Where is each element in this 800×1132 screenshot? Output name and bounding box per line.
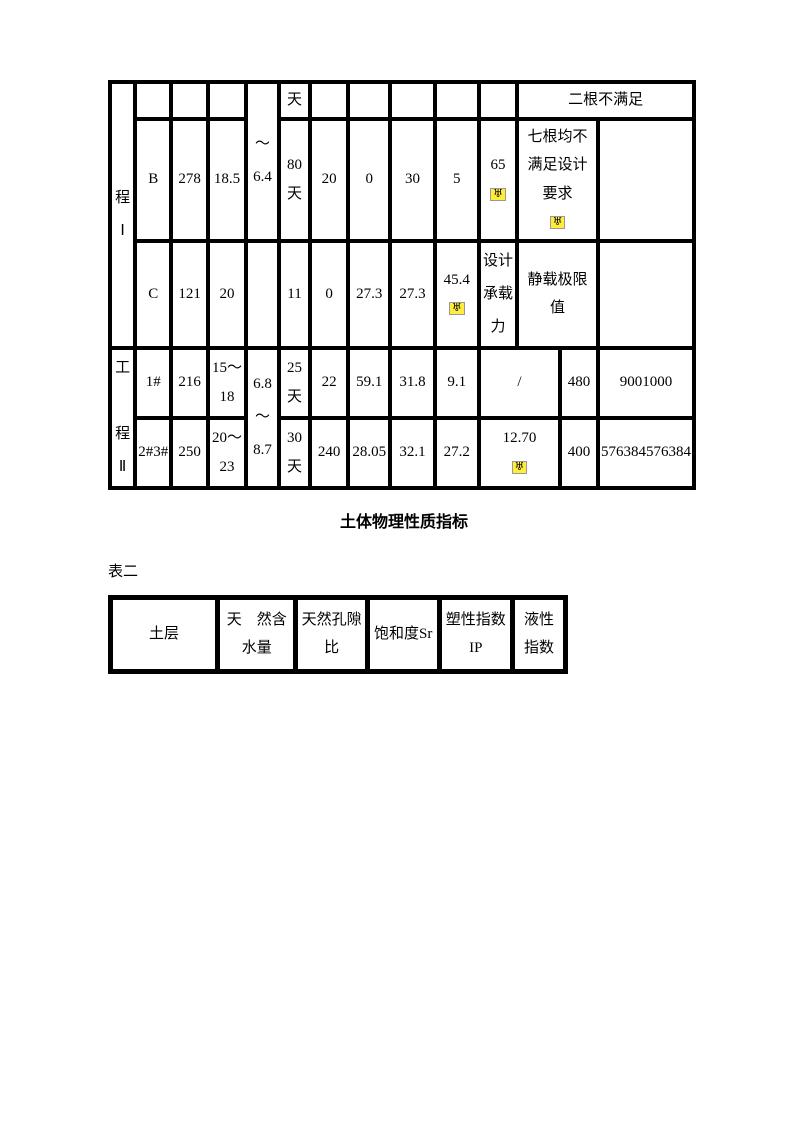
cell: 9.1 (436, 349, 478, 417)
cell (311, 83, 347, 118)
cell: 15～18 (209, 349, 245, 417)
cell: 121 (172, 242, 207, 347)
cell (247, 242, 278, 347)
mark-icon: ♅ (550, 216, 566, 229)
txt: 七根均不满足设计要求 (528, 129, 588, 202)
cell: ～6.4 (247, 83, 278, 240)
table-row: 程Ⅰ ～6.4 天 二根不满足 (111, 83, 693, 118)
cell: 5 (436, 120, 478, 240)
cell: C (136, 242, 170, 347)
cell (599, 120, 693, 240)
cell: 22 (311, 349, 347, 417)
cell: / (480, 349, 559, 417)
cell: 240 (311, 419, 347, 487)
table-two: 土层 天 然含水量 天然孔隙比 饱和度Sr 塑性指数IP 液性指数 (108, 595, 568, 674)
cell: 216 (172, 349, 207, 417)
cell (136, 83, 170, 118)
table-two-label: 表二 (108, 560, 700, 581)
txt: 工 (115, 360, 130, 376)
cell: 11 (280, 242, 309, 347)
cell: 31.8 (391, 349, 433, 417)
cell-project2: 工程Ⅱ (111, 349, 134, 487)
cell: 25天 (280, 349, 309, 417)
cell: 1# (136, 349, 170, 417)
cell: 59.1 (349, 349, 389, 417)
cell: 480 (561, 349, 597, 417)
table-row: 工程Ⅱ 1# 216 15～18 6.8～8.7 25天 22 59.1 31.… (111, 349, 693, 417)
cell: 七根均不满足设计要求 ♅ (518, 120, 597, 240)
cell: 静载极限值 (518, 242, 597, 347)
table-one: 程Ⅰ ～6.4 天 二根不满足 B 278 18.5 80天 20 0 30 5… (108, 80, 696, 490)
cell: 27.3 (349, 242, 389, 347)
cell: 65 ♅ (480, 120, 516, 240)
cell: B (136, 120, 170, 240)
cell: 45.4 ♅ (436, 242, 478, 347)
cell: 32.1 (391, 419, 433, 487)
cell: 9001000 (599, 349, 693, 417)
cell: 0 (311, 242, 347, 347)
mark-icon: ♅ (490, 188, 506, 201)
cell: 400 (561, 419, 597, 487)
cell: 250 (172, 419, 207, 487)
document-page: 程Ⅰ ～6.4 天 二根不满足 B 278 18.5 80天 20 0 30 5… (0, 0, 800, 674)
cell: 6.8～8.7 (247, 349, 278, 487)
cell (349, 83, 389, 118)
section-title: 土体物理性质指标 (108, 508, 700, 532)
cell (172, 83, 207, 118)
mark-icon: ♅ (512, 461, 528, 474)
cell: 27.3 (391, 242, 433, 347)
cell: 饱和度Sr (369, 599, 438, 670)
cell: 18.5 (209, 120, 245, 240)
cell: 27.2 (436, 419, 478, 487)
cell (599, 242, 693, 347)
cell: 天 (280, 83, 309, 118)
cell (209, 83, 245, 118)
cell: 28.05 (349, 419, 389, 487)
mark-icon: ♅ (449, 302, 465, 315)
cell: 2#3# (136, 419, 170, 487)
cell: 土层 (112, 599, 216, 670)
cell: 天 然含水量 (219, 599, 294, 670)
table-row: C 121 20 11 0 27.3 27.3 45.4 ♅ 设计承载力 静载极限… (111, 242, 693, 347)
cell: 0 (349, 120, 389, 240)
cell: 塑性指数IP (441, 599, 511, 670)
cell-project1: 程Ⅰ (111, 83, 134, 347)
cell: 30天 (280, 419, 309, 487)
table-row: 2#3# 250 20～23 30天 240 28.05 32.1 27.2 1… (111, 419, 693, 487)
cell: 二根不满足 (518, 83, 693, 118)
cell: 30 (391, 120, 433, 240)
cell: 天然孔隙比 (297, 599, 366, 670)
cell: 设计承载力 (480, 242, 516, 347)
cell: 12.70 ♅ (480, 419, 559, 487)
cell (391, 83, 433, 118)
table-row: 土层 天 然含水量 天然孔隙比 饱和度Sr 塑性指数IP 液性指数 (112, 599, 564, 670)
txt: 45.4 (444, 272, 470, 288)
cell: 20 (209, 242, 245, 347)
table-row: B 278 18.5 80天 20 0 30 5 65 ♅ 七根均不满足设计要求 ♅ (111, 120, 693, 240)
cell (436, 83, 478, 118)
cell: 20～23 (209, 419, 245, 487)
cell: 液性指数 (514, 599, 564, 670)
cell: 80天 (280, 120, 309, 240)
txt: 65 (491, 157, 506, 173)
txt: 12.70 (503, 430, 537, 446)
cell (480, 83, 516, 118)
cell: 20 (311, 120, 347, 240)
txt: 程Ⅱ (115, 426, 130, 475)
cell: 576384576384 (599, 419, 693, 487)
cell: 278 (172, 120, 207, 240)
